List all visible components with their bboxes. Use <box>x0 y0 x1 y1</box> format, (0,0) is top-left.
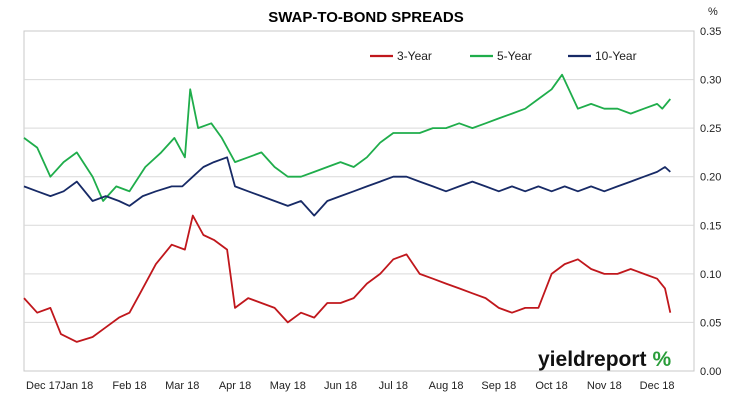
y-tick-label: 0.05 <box>700 317 721 329</box>
legend-label: 3-Year <box>397 49 432 63</box>
brand-percent-symbol: % <box>653 348 672 371</box>
x-tick-label: Jan 18 <box>60 380 93 392</box>
brand-name: yieldreport <box>538 348 647 371</box>
y-axis-unit: % <box>708 6 718 18</box>
plot-area <box>23 30 695 372</box>
gridlines <box>24 79 694 323</box>
x-tick-label: Jun 18 <box>324 380 357 392</box>
brand-logo: yieldreport% <box>538 348 672 371</box>
chart-title: SWAP-TO-BOND SPREADS <box>268 9 464 26</box>
y-tick-label: 0.20 <box>700 172 721 184</box>
y-tick-label: 0.00 <box>700 366 721 378</box>
x-tick-label: Sep 18 <box>481 380 516 392</box>
y-axis-ticks: 0.00 0.05 0.10 0.15 0.20 0.25 0.30 0.35 <box>700 26 721 378</box>
x-tick-label: Mar 18 <box>165 380 199 392</box>
y-tick-label: 0.15 <box>700 220 721 232</box>
x-tick-label: Nov 18 <box>587 380 622 392</box>
y-tick-label: 0.10 <box>700 269 721 281</box>
y-tick-label: 0.25 <box>700 123 721 135</box>
y-tick-label: 0.30 <box>700 75 721 87</box>
series-line-5-year <box>23 73 671 202</box>
legend-label: 10-Year <box>595 49 637 63</box>
x-tick-label: Aug 18 <box>429 380 464 392</box>
series-line-3-year <box>23 214 672 343</box>
legend-label: 5-Year <box>497 49 532 63</box>
series-line-10-year <box>23 156 671 217</box>
x-tick-label: Jul 18 <box>379 380 408 392</box>
x-tick-label: Feb 18 <box>112 380 146 392</box>
x-tick-label: Oct 18 <box>535 380 567 392</box>
x-axis-ticks: Dec 17 Jan 18 Feb 18 Mar 18 Apr 18 May 18 Jun … <box>26 380 675 392</box>
x-tick-label: Dec 17 <box>26 380 61 392</box>
x-tick-label: Dec 18 <box>640 380 675 392</box>
x-tick-label: Apr 18 <box>219 380 251 392</box>
y-tick-label: 0.35 <box>700 26 721 38</box>
legend: 3-Year 5-Year 10-Year <box>370 49 637 63</box>
x-tick-label: May 18 <box>270 380 306 392</box>
series-lines <box>23 73 672 343</box>
